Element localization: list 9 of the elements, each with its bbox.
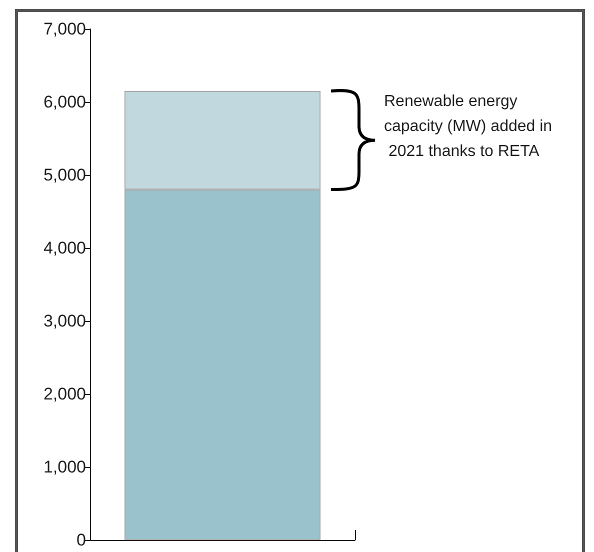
y-tick-label: 6,000	[43, 92, 86, 112]
y-tick-label: 5,000	[43, 166, 86, 184]
y-tick-label: 4,000	[43, 238, 86, 258]
y-tick-label: 3,000	[43, 312, 86, 330]
y-tick-label: 7,000	[43, 20, 86, 38]
y-tick-label: 1,000	[43, 458, 86, 476]
y-tick-label: 0	[76, 530, 86, 550]
text: Renewable energy capacity (MW) added in 2021 thanks to RETA	[384, 93, 552, 160]
y-tick-label: 2,000	[43, 384, 86, 404]
